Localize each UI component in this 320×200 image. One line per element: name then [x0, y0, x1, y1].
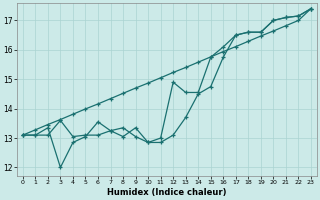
X-axis label: Humidex (Indice chaleur): Humidex (Indice chaleur) [107, 188, 227, 197]
